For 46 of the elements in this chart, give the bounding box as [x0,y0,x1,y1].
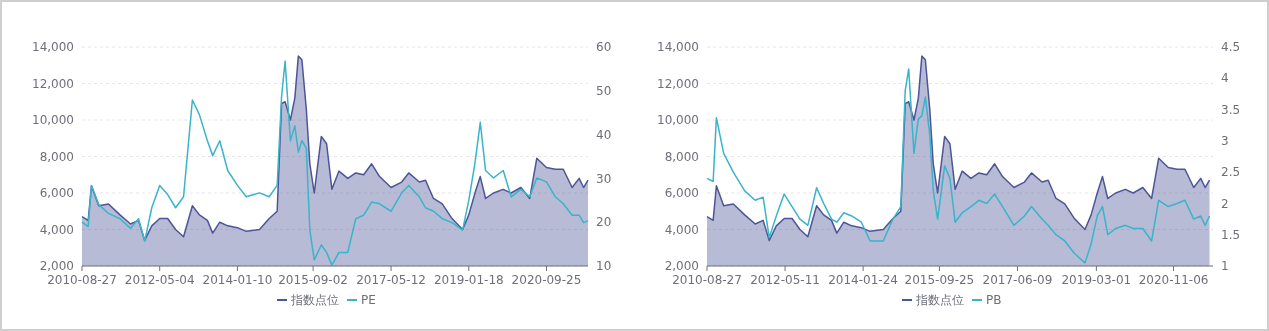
y-tick-label: 8,000 [39,149,74,164]
y2-tick-label: 2 [1221,196,1229,211]
legend-label: PE [361,293,376,308]
y2-tick-label: 3.5 [1221,102,1241,117]
x-tick-label: 2015-09-02 [278,273,348,287]
x-tick-label: 2017-05-12 [356,273,426,287]
x-tick-label: 2017-06-09 [982,273,1053,287]
y2-tick-label: 1 [1221,259,1229,274]
y2-tick-label: 2.5 [1221,165,1241,180]
x-tick-label: 2019-01-18 [433,273,504,287]
y2-tick-label: 4 [1221,71,1229,86]
legend-label: 指数点位 [290,293,339,308]
y-tick-label: 4,000 [39,222,74,237]
y2-tick-label: 4.5 [1221,40,1241,55]
x-tick-label: 2010-08-27 [47,273,117,287]
x-tick-label: 2012-05-04 [124,273,195,287]
y-tick-label: 14,000 [32,40,74,55]
y-tick-label: 6,000 [39,186,74,201]
y-tick-label: 4,000 [664,222,699,237]
y2-tick-label: 50 [596,84,612,98]
y-tick-label: 14,000 [657,40,699,55]
x-tick-label: 2019-03-01 [1061,273,1132,287]
x-tick-label: 2015-09-25 [904,273,975,287]
y2-tick-label: 40 [596,127,612,142]
y-tick-label: 6,000 [664,186,699,201]
y2-tick-label: 3 [1221,134,1229,149]
y-tick-label: 2,000 [664,259,699,274]
legend-label: PB [986,293,1002,308]
y2-tick-label: 10 [596,259,612,274]
x-tick-label: 2014-01-24 [828,273,898,287]
x-tick-label: 2010-08-27 [672,273,742,287]
y2-tick-label: 1.5 [1221,227,1241,242]
y2-tick-label: 30 [596,171,612,186]
y-tick-label: 2,000 [39,259,74,274]
y2-tick-label: 20 [596,215,612,230]
legend-label: 指数点位 [915,293,964,308]
y-tick-label: 8,000 [664,149,699,164]
y-tick-label: 12,000 [32,76,74,91]
x-tick-label: 2020-11-06 [1138,273,1209,287]
x-tick-label: 2014-01-10 [202,273,273,287]
y-tick-label: 10,000 [657,113,699,128]
x-tick-label: 2012-05-11 [750,273,820,287]
x-tick-label: 2020-09-25 [511,273,582,287]
y2-tick-label: 60 [596,40,612,55]
y-tick-label: 10,000 [32,113,74,128]
y-tick-label: 12,000 [657,76,699,91]
